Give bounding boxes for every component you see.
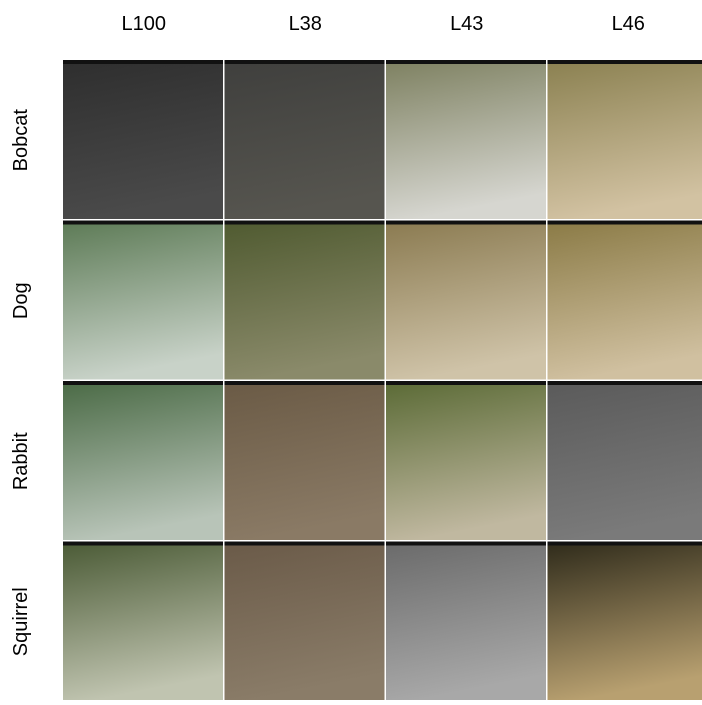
timestamp-bar — [225, 381, 385, 385]
camera-trap-image — [63, 381, 223, 540]
timestamp-bar — [548, 542, 702, 546]
timestamp-bar — [386, 221, 546, 225]
figure-grid: L100 L38 L43 L46 Bobcat Dog Rabbit Squirrel — [0, 0, 702, 700]
timestamp-bar — [548, 381, 702, 385]
timestamp-bar — [386, 60, 546, 64]
row-label: Squirrel — [10, 587, 32, 656]
camera-trap-image — [225, 60, 385, 219]
timestamp-bar — [548, 221, 702, 225]
camera-trap-image — [548, 381, 702, 540]
column-label: L46 — [612, 13, 645, 35]
row-label: Rabbit — [10, 432, 32, 490]
timestamp-bar — [225, 542, 385, 546]
camera-trap-image — [386, 60, 546, 219]
timestamp-bar — [225, 60, 385, 64]
camera-trap-image — [225, 221, 385, 380]
camera-trap-image — [386, 221, 546, 380]
camera-trap-image — [63, 542, 223, 701]
row-label: Dog — [10, 282, 32, 319]
column-label: L43 — [450, 13, 483, 35]
column-label: L100 — [122, 13, 167, 35]
timestamp-bar — [63, 60, 223, 64]
camera-trap-image — [548, 60, 702, 219]
camera-trap-image — [225, 381, 385, 540]
camera-trap-image — [386, 381, 546, 540]
column-label: L38 — [289, 13, 322, 35]
camera-trap-image — [548, 542, 702, 701]
timestamp-bar — [63, 221, 223, 225]
timestamp-bar — [63, 381, 223, 385]
camera-trap-image — [386, 542, 546, 701]
timestamp-bar — [63, 542, 223, 546]
timestamp-bar — [225, 221, 385, 225]
timestamp-bar — [548, 60, 702, 64]
camera-trap-image — [225, 542, 385, 701]
timestamp-bar — [386, 381, 546, 385]
row-label: Bobcat — [10, 109, 32, 172]
camera-trap-image — [63, 221, 223, 380]
camera-trap-image — [548, 221, 702, 380]
timestamp-bar — [386, 542, 546, 546]
camera-trap-image — [63, 60, 223, 219]
